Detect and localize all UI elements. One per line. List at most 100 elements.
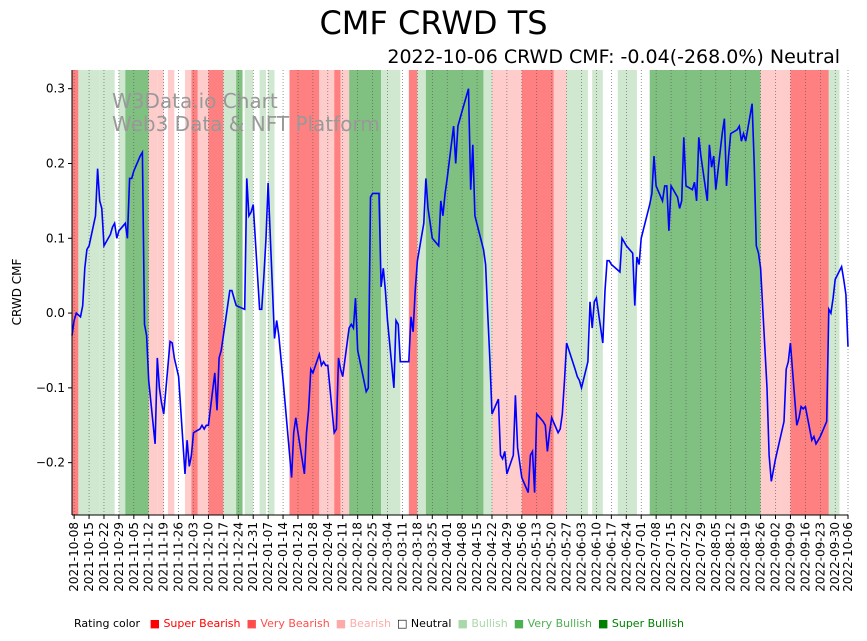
rating-band-13 xyxy=(236,70,243,515)
x-tick-label: 2022-01-28 xyxy=(306,522,320,592)
x-tick-label: 2021-10-08 xyxy=(67,522,81,592)
chart-title: CMF CRWD TS xyxy=(319,4,548,42)
x-tick-label: 2022-08-19 xyxy=(739,522,753,592)
x-tick-label: 2022-07-22 xyxy=(679,522,693,592)
rating-band-34 xyxy=(760,70,782,515)
x-tick-label: 2022-06-03 xyxy=(575,522,589,592)
x-tick-label: 2022-09-09 xyxy=(783,522,797,592)
x-tick-label: 2022-10-06 xyxy=(841,522,855,592)
rating-band-35 xyxy=(781,70,791,515)
legend-items: ■ Super Bearish ■ Very Bearish ■ Bearish □ … xyxy=(150,617,690,630)
x-tick-label: 2022-03-11 xyxy=(395,522,409,592)
rating-band-29 xyxy=(553,70,567,515)
x-tick-label: 2022-08-12 xyxy=(724,522,738,592)
rating-band-23 xyxy=(408,70,418,515)
rating-band-3 xyxy=(118,70,126,515)
rating-band-5 xyxy=(148,70,158,515)
x-tick-label: 2022-03-04 xyxy=(381,522,395,592)
x-tick-label: 2022-02-18 xyxy=(351,522,365,592)
y-tick-label: 0.0 xyxy=(46,306,65,320)
rating-band-19 xyxy=(334,70,341,515)
legend-item-very-bearish: ■ Very Bearish xyxy=(246,617,330,630)
legend-item-super-bullish: ■ Super Bullish xyxy=(597,617,684,630)
rating-band-16 xyxy=(268,70,275,515)
x-tick-label: 2022-03-18 xyxy=(410,522,424,592)
y-tick-label: 0.1 xyxy=(46,231,65,245)
x-tick-label: 2022-04-01 xyxy=(440,522,454,592)
x-tick-label: 2021-11-05 xyxy=(127,522,141,592)
axes: −0.2 −0.1 0.0 0.1 0.2 0.3 2021-10-08 2021-10-15… xyxy=(36,70,855,592)
y-tick-label: 0.3 xyxy=(46,82,65,96)
x-tick-label: 2022-09-16 xyxy=(798,522,812,592)
rating-band-28 xyxy=(521,70,554,515)
rating-band-9 xyxy=(191,70,198,515)
x-tick-label: 2022-05-06 xyxy=(515,522,529,592)
watermark-line-2: Web3 Data & NFT Platform xyxy=(112,112,380,136)
x-tick-label: 2021-10-22 xyxy=(97,522,111,592)
x-tick-label: 2022-06-24 xyxy=(619,522,633,592)
x-tick-label: 2021-10-15 xyxy=(82,522,96,592)
rating-band-18 xyxy=(319,70,335,515)
y-tick-label: 0.2 xyxy=(46,156,65,170)
x-tick-label: 2021-10-29 xyxy=(112,522,126,592)
rating-band-8 xyxy=(184,70,192,515)
rating-band-0 xyxy=(72,70,79,515)
x-tick-label: 2022-09-23 xyxy=(813,522,827,592)
series-line-0 xyxy=(71,88,849,493)
x-tick-label: 2021-12-24 xyxy=(231,522,245,592)
rating-band-2 xyxy=(99,70,115,515)
rating-band-21 xyxy=(349,70,382,515)
rating-band-11 xyxy=(208,70,224,515)
legend-item-neutral: □ Neutral xyxy=(396,617,452,630)
x-tick-label: 2022-08-26 xyxy=(754,522,768,592)
x-tick-label: 2022-02-25 xyxy=(366,522,380,592)
watermark: W3Data.io Chart Web3 Data & NFT Platform xyxy=(112,89,380,136)
x-tick-label: 2022-09-30 xyxy=(828,522,842,592)
x-tick-label: 2022-07-01 xyxy=(634,522,648,592)
x-tick-label: 2022-04-22 xyxy=(485,522,499,592)
legend-label: Rating color xyxy=(74,617,141,630)
x-tick-label: 2022-04-15 xyxy=(470,522,484,592)
x-tick-label: 2022-07-08 xyxy=(649,522,663,592)
rating-band-22 xyxy=(381,70,401,515)
x-tick-label: 2022-07-29 xyxy=(694,522,708,592)
x-tick-label: 2022-06-17 xyxy=(604,522,618,592)
watermark-line-1: W3Data.io Chart xyxy=(112,89,278,113)
x-tick-label: 2022-05-20 xyxy=(545,522,559,592)
x-tick-label: 2022-02-11 xyxy=(336,522,350,592)
rating-band-20 xyxy=(340,70,350,515)
legend-item-very-bullish: ■ Very Bullish xyxy=(513,617,592,630)
chart-subtitle: 2022-10-06 CRWD CMF: -0.04(-268.0%) Neut… xyxy=(387,46,840,68)
cmf-series xyxy=(71,88,849,493)
x-tick-label: 2022-07-15 xyxy=(664,522,678,592)
legend: Rating color ■ Super Bearish ■ Very Beari… xyxy=(74,617,696,630)
rating-band-24 xyxy=(417,70,426,515)
x-tick-label: 2021-11-12 xyxy=(142,522,156,592)
rating-band-7 xyxy=(167,70,175,515)
x-tick-label: 2021-12-03 xyxy=(187,522,201,592)
rating-band-31 xyxy=(592,70,603,515)
rating-band-30 xyxy=(566,70,588,515)
x-tick-label: 2022-08-05 xyxy=(709,522,723,592)
x-tick-label: 2022-05-27 xyxy=(560,522,574,592)
rating-band-36 xyxy=(790,70,829,515)
x-tick-label: 2021-12-31 xyxy=(246,522,260,592)
x-tick-label: 2022-01-14 xyxy=(276,522,290,592)
legend-item-bullish: ■ Bullish xyxy=(457,617,508,630)
rating-band-4 xyxy=(125,70,149,515)
x-tick-label: 2022-04-29 xyxy=(500,522,514,592)
rating-band-26 xyxy=(483,70,492,515)
x-tick-label: 2022-06-10 xyxy=(589,522,603,592)
legend-item-bearish: ■ Bearish xyxy=(335,617,391,630)
x-tick-label: 2022-04-08 xyxy=(455,522,469,592)
y-tick-label: −0.1 xyxy=(36,381,65,395)
x-tick-label: 2021-12-17 xyxy=(216,522,230,592)
x-tick-label: 2022-01-21 xyxy=(291,522,305,592)
y-tick-label: −0.2 xyxy=(36,456,65,470)
x-tick-label: 2022-09-02 xyxy=(769,522,783,592)
x-tick-label: 2022-01-07 xyxy=(261,522,275,592)
rating-band-33 xyxy=(649,70,761,515)
x-tick-label: 2022-03-25 xyxy=(425,522,439,592)
x-tick-label: 2021-12-10 xyxy=(201,522,215,592)
